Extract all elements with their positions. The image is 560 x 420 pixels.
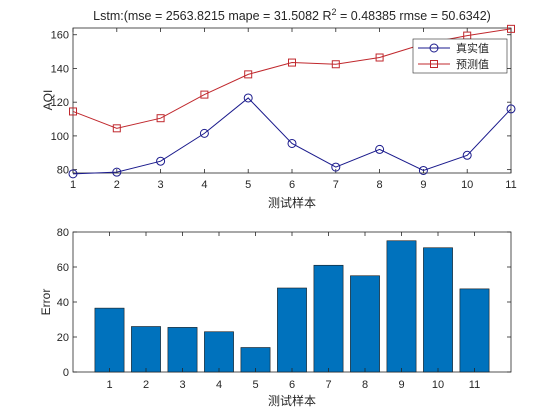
data-point-actual xyxy=(287,138,297,148)
line-chart-y-tick-label: 140 xyxy=(51,63,69,75)
data-point-actual xyxy=(156,156,166,166)
bar-chart-x-tick-label: 7 xyxy=(325,379,331,391)
bar-chart-y-tick-label: 0 xyxy=(63,367,69,379)
data-point-actual xyxy=(243,93,253,103)
data-point-predicted xyxy=(69,107,77,116)
legend-box xyxy=(412,38,508,74)
bar-chart-x-tick-label: 3 xyxy=(179,379,185,391)
bar xyxy=(240,347,271,373)
line-chart-x-tick-label: 5 xyxy=(245,179,251,191)
bar-chart-x-tick-label: 9 xyxy=(398,379,404,391)
bar-chart-bars xyxy=(94,240,490,373)
bar xyxy=(459,288,490,373)
line-chart-y-tick-label: 160 xyxy=(51,30,69,42)
line-chart-x-tick-label: 11 xyxy=(505,179,516,191)
line-chart-x-tick-label: 10 xyxy=(461,179,473,191)
line-chart-y-ticks: 80 100 120 140 160 xyxy=(51,30,511,177)
data-point-actual xyxy=(199,128,209,138)
bar xyxy=(277,287,307,373)
bar-chart-x-tick-label: 8 xyxy=(362,379,368,391)
line-chart-y-tick-label: 80 xyxy=(57,165,69,177)
line-chart-y-tick-label: 100 xyxy=(51,131,69,143)
line-chart-y-label: AQI xyxy=(41,90,55,111)
bar xyxy=(167,327,198,373)
bar-chart-x-ticks: 1 2 3 4 5 6 7 8 9 10 11 xyxy=(106,232,480,391)
legend-label-actual: 真实值 xyxy=(456,41,489,55)
line-chart-title: Lstm:(mse = 2563.8215 mape = 31.5082 R2 … xyxy=(93,7,491,23)
bar xyxy=(204,331,234,373)
data-point-predicted xyxy=(200,90,209,99)
bar-chart-y-tick-label: 60 xyxy=(57,262,69,274)
bar-chart: 0 20 40 60 80 1 2 3 4 5 6 7 8 9 10 11 测试样本 Error xyxy=(39,227,512,408)
bar-chart-y-ticks: 0 20 40 60 80 xyxy=(57,227,511,379)
line-chart-y-tick-label: 120 xyxy=(51,97,69,109)
bar xyxy=(94,307,125,373)
data-point-predicted xyxy=(507,24,515,33)
legend-marker-actual xyxy=(429,43,439,53)
data-point-actual xyxy=(462,150,472,160)
bar-chart-x-tick-label: 4 xyxy=(216,379,222,391)
data-point-predicted xyxy=(288,58,296,67)
bar xyxy=(386,240,417,373)
data-point-predicted xyxy=(112,124,121,133)
line-chart: Lstm:(mse = 2563.8215 mape = 31.5082 R2 … xyxy=(41,7,517,210)
bar-chart-y-label: Error xyxy=(39,289,53,316)
line-chart-x-tick-label: 1 xyxy=(70,179,76,191)
bar-chart-x-label: 测试样本 xyxy=(268,393,316,408)
line-chart-x-label: 测试样本 xyxy=(268,195,316,210)
data-point-predicted xyxy=(331,60,340,69)
bar xyxy=(313,264,344,373)
bar xyxy=(350,275,380,373)
data-point-predicted xyxy=(375,53,384,62)
data-point-predicted xyxy=(244,70,253,79)
data-point-predicted xyxy=(156,114,165,123)
bar-chart-x-tick-label: 11 xyxy=(469,379,480,391)
data-point-actual xyxy=(68,169,78,179)
data-point-actual xyxy=(506,104,516,114)
bar-chart-y-tick-label: 80 xyxy=(57,227,69,239)
bar-chart-y-tick-label: 20 xyxy=(57,332,69,344)
line-chart-x-tick-label: 6 xyxy=(289,179,295,191)
line-chart-x-tick-label: 4 xyxy=(201,179,207,191)
bar-chart-y-tick-label: 40 xyxy=(57,297,69,309)
line-chart-x-tick-label: 7 xyxy=(333,179,339,191)
bar-chart-x-tick-label: 2 xyxy=(143,379,149,391)
bar xyxy=(423,247,453,373)
bar-chart-x-tick-label: 10 xyxy=(432,379,444,391)
bar xyxy=(131,326,161,373)
data-point-actual xyxy=(331,162,341,172)
line-chart-x-ticks: 1 2 3 4 5 6 7 8 9 10 11 xyxy=(70,28,517,191)
legend: 真实值 预测值 xyxy=(412,38,508,74)
data-point-actual xyxy=(418,165,428,175)
line-chart-x-tick-label: 3 xyxy=(158,179,164,191)
line-chart-x-tick-label: 2 xyxy=(114,179,120,191)
data-point-actual xyxy=(112,167,122,177)
bar-chart-x-tick-label: 5 xyxy=(252,379,258,391)
legend-marker-predicted xyxy=(430,60,438,68)
legend-label-predicted: 预测值 xyxy=(456,58,489,71)
series-line-actual xyxy=(72,97,512,175)
line-chart-x-tick-label: 8 xyxy=(377,179,383,191)
bar-chart-x-tick-label: 6 xyxy=(289,379,295,391)
line-chart-x-tick-label: 9 xyxy=(420,179,426,191)
data-point-actual xyxy=(375,144,385,154)
bar-chart-x-tick-label: 1 xyxy=(106,379,112,391)
